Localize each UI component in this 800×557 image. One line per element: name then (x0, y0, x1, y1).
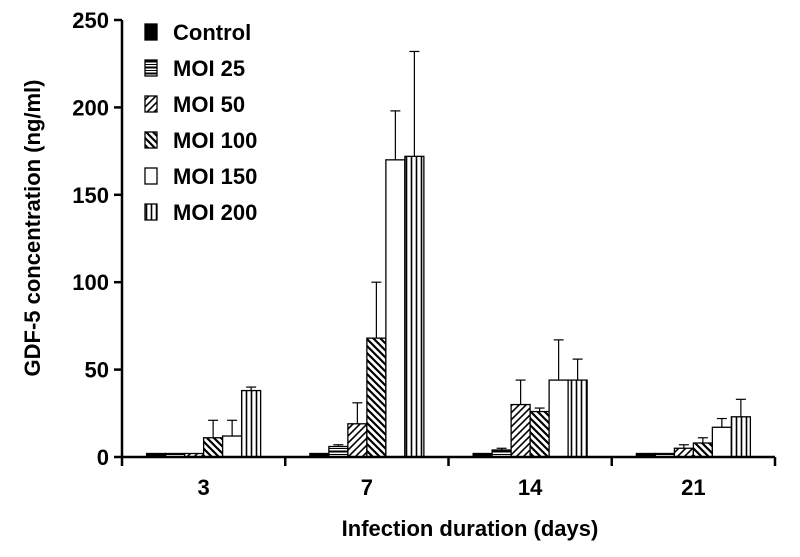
legend-label-moi-50: MOI 50 (173, 92, 245, 117)
legend-label-moi-100: MOI 100 (173, 128, 257, 153)
x-tick-label-14: 14 (518, 475, 543, 500)
x-tick-label-3: 3 (198, 475, 210, 500)
bar-moi-100-day-3 (202, 437, 224, 458)
bar-moi-100-day-7 (366, 337, 387, 458)
legend-swatch-moi-200 (144, 203, 158, 221)
bar-moi-200-day-21 (730, 416, 752, 458)
x-axis-title: Infection duration (days) (342, 516, 599, 541)
legend-swatch-moi-50 (144, 95, 158, 113)
bar-moi-25-day-7 (328, 445, 349, 458)
bar-moi-200-day-14 (567, 379, 588, 458)
bars-layer (145, 50, 752, 458)
legend-label-control: Control (173, 20, 251, 45)
bar-moi-50-day-14 (510, 403, 531, 458)
bar-moi-100-day-14 (529, 410, 550, 458)
y-tick-label-150: 150 (72, 183, 109, 208)
bar-moi-50-day-7 (347, 423, 368, 458)
y-tick-label-50: 50 (85, 358, 109, 383)
bar-moi-50-day-21 (673, 447, 695, 458)
x-tick-label-21: 21 (681, 475, 705, 500)
x-tick-label-7: 7 (361, 475, 373, 500)
bar-moi-150-day-3 (221, 435, 243, 458)
legend-swatch-moi-25 (144, 59, 158, 77)
bar-moi-150-day-14 (548, 379, 569, 458)
bar-moi-150-day-7 (385, 159, 406, 458)
bar-moi-150-day-21 (711, 426, 733, 458)
bar-moi-200-day-7 (404, 155, 425, 458)
y-tick-label-250: 250 (72, 8, 109, 33)
axes-layer: 0 50 100 150 200 250 3 7 14 21 (72, 8, 777, 500)
bar-moi-100-day-21 (692, 442, 714, 458)
legend: Control MOI 25 MOI 50 MOI 100 MOI 150 MOI 200 (144, 20, 257, 225)
legend-swatch-moi-150 (144, 167, 158, 185)
legend-swatch-moi-100 (144, 131, 158, 149)
legend-swatch-control (144, 23, 158, 41)
legend-label-moi-150: MOI 150 (173, 164, 257, 189)
bar-moi-200-day-3 (240, 389, 262, 458)
y-tick-label-200: 200 (72, 95, 109, 120)
y-tick-label-0: 0 (97, 445, 109, 470)
legend-label-moi-25: MOI 25 (173, 56, 245, 81)
y-tick-label-100: 100 (72, 270, 109, 295)
legend-label-moi-200: MOI 200 (173, 200, 257, 225)
y-axis-title: GDF-5 concentration (ng/ml) (20, 80, 45, 377)
